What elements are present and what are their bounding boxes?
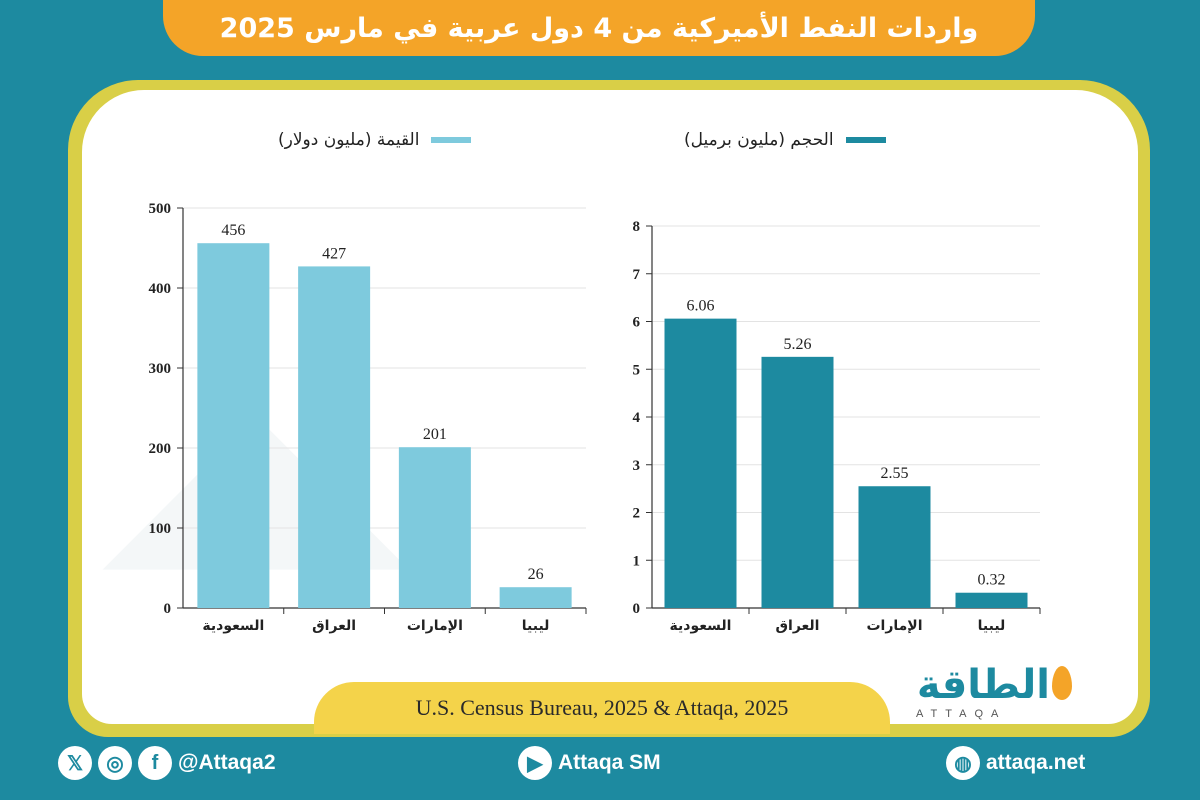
value-ytick-label: 200: [149, 441, 172, 457]
youtube-handle[interactable]: Attaqa SM: [558, 751, 661, 774]
legend-volume-label: الحجم (مليون برميل): [684, 130, 834, 150]
volume-bar-1: [761, 356, 834, 608]
volume-ytick-label: 5: [633, 362, 641, 378]
volume-category-label-0: السعودية: [670, 618, 732, 634]
value-data-label-0: 456: [221, 222, 245, 239]
value-category-label-1: العراق: [312, 618, 356, 634]
volume-ytick-label: 4: [633, 410, 641, 426]
volume-bar-0: [664, 318, 737, 608]
volume-ytick-label: 3: [633, 458, 641, 474]
volume-ytick-label: 8: [633, 219, 641, 235]
volume-ytick-label: 2: [633, 506, 641, 522]
volume-ytick-label: 6: [633, 315, 641, 331]
volume-category-label-2: الإمارات: [866, 618, 922, 634]
youtube-icon[interactable]: ▶: [518, 746, 552, 780]
value-ytick-label: 500: [149, 201, 172, 217]
value-ytick-label: 0: [164, 601, 172, 617]
value-ytick-label: 100: [149, 521, 172, 537]
value-bar-2: [398, 447, 471, 608]
legend-value-swatch: [431, 137, 472, 143]
facebook-icon[interactable]: f: [138, 746, 172, 780]
volume-data-label-2: 2.55: [881, 465, 909, 482]
volume-ytick-label: 0: [633, 601, 641, 617]
value-ytick-label: 300: [149, 361, 172, 377]
globe-icon[interactable]: ◍: [946, 746, 980, 780]
value-data-label-3: 26: [528, 566, 544, 583]
legend-value: القيمة (مليون دولار): [278, 130, 472, 150]
value-data-label-2: 201: [423, 426, 447, 443]
footer-youtube: ▶ Attaqa SM: [518, 742, 661, 784]
footer-website: ◍ attaqa.net: [946, 742, 1085, 784]
value-category-label-3: ليبيا: [522, 618, 550, 634]
volume-category-label-3: ليبيا: [978, 618, 1006, 634]
logo-arabic: الطاقة: [916, 662, 1050, 708]
legend-value-label: القيمة (مليون دولار): [278, 130, 420, 150]
value-bar-0: [197, 243, 270, 608]
volume-ytick-label: 7: [633, 267, 641, 283]
value-ytick-label: 400: [149, 281, 172, 297]
source-text: U.S. Census Bureau, 2025 & Attaqa, 2025: [415, 695, 789, 720]
attaqa-logo: الطاقة ATTAQA: [900, 662, 1080, 724]
volume-ytick-label: 1: [633, 553, 641, 569]
value-category-label-0: السعودية: [202, 618, 264, 634]
social-handle[interactable]: @Attaqa2: [178, 751, 276, 774]
volume-data-label-3: 0.32: [978, 572, 1006, 589]
footer-social: 𝕏 ◎ f @Attaqa2: [58, 742, 276, 784]
value-bar-3: [499, 587, 572, 608]
logo-latin: ATTAQA: [916, 708, 1007, 720]
value-category-label-2: الإمارات: [407, 618, 463, 634]
source-bar: U.S. Census Bureau, 2025 & Attaqa, 2025: [314, 682, 890, 734]
title-bar: واردات النفط الأميركية من 4 دول عربية في…: [163, 0, 1035, 56]
value-data-label-1: 427: [322, 245, 346, 262]
volume-data-label-0: 6.06: [687, 298, 715, 315]
instagram-icon[interactable]: ◎: [98, 746, 132, 780]
volume-bar-2: [858, 486, 931, 608]
website-link[interactable]: attaqa.net: [986, 751, 1086, 774]
chart-title: واردات النفط الأميركية من 4 دول عربية في…: [219, 12, 979, 44]
x-icon[interactable]: 𝕏: [58, 746, 92, 780]
volume-category-label-1: العراق: [776, 618, 820, 634]
value-bar-1: [298, 266, 371, 608]
volume-data-label-1: 5.26: [784, 336, 812, 353]
legend-volume: الحجم (مليون برميل): [684, 130, 886, 150]
volume-bar-3: [955, 592, 1028, 608]
drop-icon: [1052, 666, 1072, 700]
legend-volume-swatch: [845, 137, 886, 143]
